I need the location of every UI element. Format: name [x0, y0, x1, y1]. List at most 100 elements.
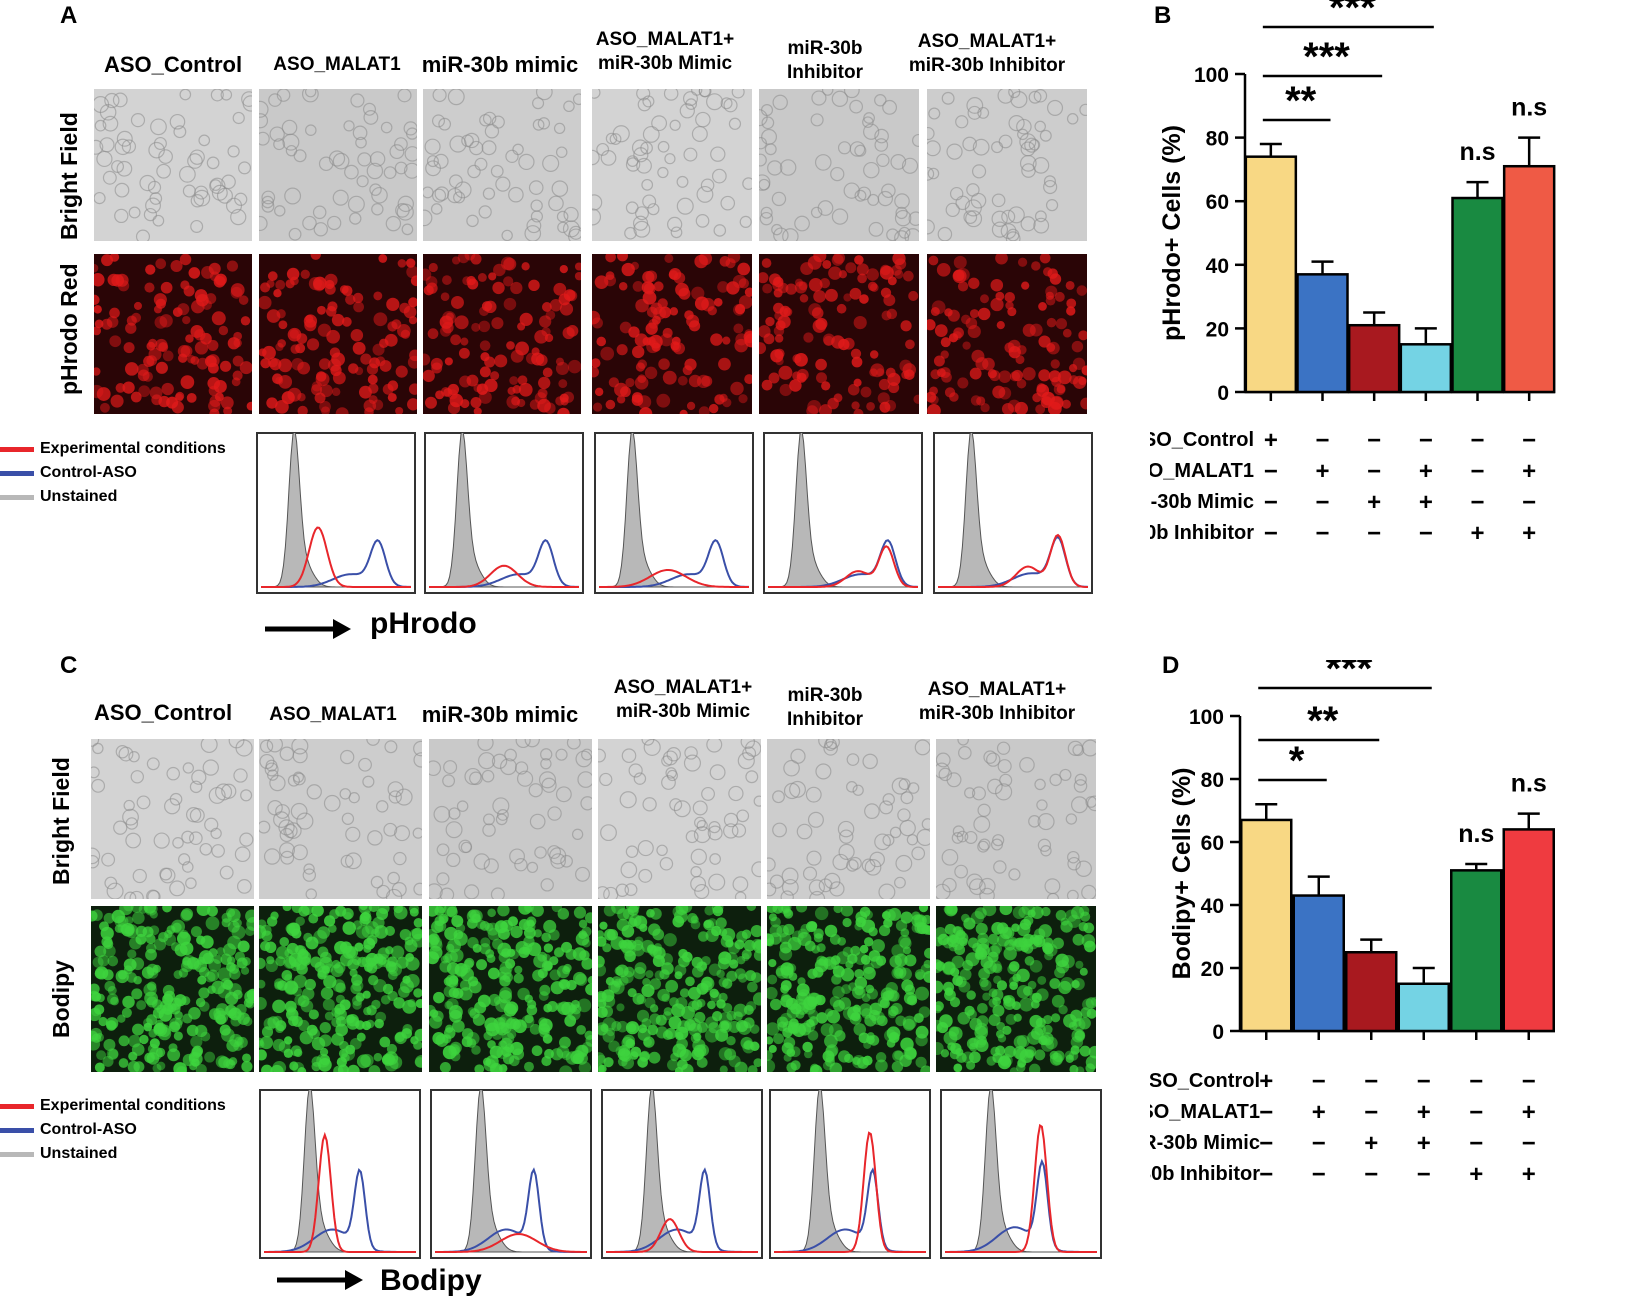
cell: [182, 1013, 193, 1024]
cell: [529, 1023, 541, 1035]
significance-label: **: [1285, 79, 1317, 123]
cell: [242, 1053, 252, 1063]
cell: [443, 906, 458, 917]
cell: [878, 378, 891, 391]
cell: [156, 1061, 166, 1071]
cell: [206, 156, 220, 170]
cell: [272, 999, 286, 1014]
cell: [146, 757, 160, 771]
cell: [146, 963, 159, 976]
cell: [284, 187, 302, 205]
column-label: miR-30b Inhibitor: [787, 38, 863, 83]
cell: [155, 258, 167, 270]
phrodo-image: [759, 254, 919, 414]
cell: [803, 332, 814, 343]
cell: [131, 906, 143, 913]
cell: [1045, 285, 1058, 298]
cell: [174, 393, 184, 402]
cell: [631, 392, 643, 403]
cell: [152, 1063, 162, 1072]
cell: [948, 1026, 960, 1037]
cell: [273, 138, 286, 151]
cell: [405, 953, 414, 962]
cell: [794, 215, 810, 232]
cell: [94, 1062, 105, 1072]
cell: [708, 873, 726, 891]
cell: [657, 140, 670, 153]
cell: [174, 1017, 184, 1026]
cell: [350, 983, 362, 995]
cell: [618, 975, 629, 986]
cell: [761, 116, 775, 130]
cell: [677, 1059, 688, 1070]
cell: [208, 262, 221, 275]
cell: [807, 1030, 819, 1041]
cell: [780, 890, 794, 899]
design-sign: −: [1264, 520, 1278, 547]
cell: [101, 852, 116, 867]
cell: [320, 406, 331, 414]
cell: [621, 262, 635, 277]
cell: [304, 978, 316, 991]
cell: [310, 254, 321, 260]
cell: [1031, 992, 1042, 1003]
cell: [350, 93, 365, 108]
cell: [355, 136, 367, 149]
cell: [837, 141, 852, 155]
cell: [734, 1061, 748, 1072]
cell: [259, 295, 272, 310]
cell: [438, 117, 452, 131]
cell: [816, 1012, 828, 1024]
cell: [913, 1013, 924, 1023]
cell: [669, 798, 683, 812]
cell: [531, 906, 544, 917]
cell: [355, 1020, 365, 1030]
cell: [156, 1004, 167, 1015]
cell: [324, 273, 338, 287]
cell: [744, 374, 752, 385]
cell: [226, 956, 236, 965]
cell: [240, 789, 253, 802]
cell: [845, 262, 857, 274]
cell: [908, 290, 919, 301]
cell: [1066, 889, 1079, 899]
cell: [628, 763, 643, 778]
cell: [662, 327, 673, 339]
column-label: ASO_Control: [103, 52, 243, 77]
cell: [120, 924, 131, 935]
cell: [510, 925, 523, 939]
cell: [445, 821, 463, 839]
cell: [573, 971, 587, 985]
cell: [952, 975, 963, 986]
arrow-icon: [277, 1270, 363, 1290]
cell: [709, 764, 726, 781]
brightfield-image: [767, 739, 930, 899]
cell: [101, 936, 113, 948]
cell: [767, 986, 778, 1000]
cell: [914, 921, 927, 934]
cell: [355, 925, 370, 939]
cell: [263, 1017, 277, 1031]
cell: [1067, 856, 1081, 871]
cell: [232, 111, 245, 125]
cell: [128, 206, 141, 219]
cell: [413, 740, 422, 757]
cell: [1070, 1035, 1084, 1049]
cell: [612, 125, 630, 143]
design-sign: −: [1522, 1130, 1536, 1157]
cell: [641, 281, 655, 294]
cell: [344, 164, 359, 180]
tile-shade: [94, 89, 252, 241]
cell: [742, 746, 757, 761]
cell: [488, 272, 497, 281]
cell: [779, 383, 792, 397]
brightfield-image: [423, 89, 581, 241]
cell: [580, 796, 592, 811]
cell: [975, 922, 988, 935]
cell: [266, 956, 275, 965]
cell: [797, 928, 808, 939]
cell: [901, 979, 914, 992]
design-sign: −: [1419, 520, 1433, 547]
cell: [432, 188, 447, 203]
cell: [479, 943, 491, 955]
